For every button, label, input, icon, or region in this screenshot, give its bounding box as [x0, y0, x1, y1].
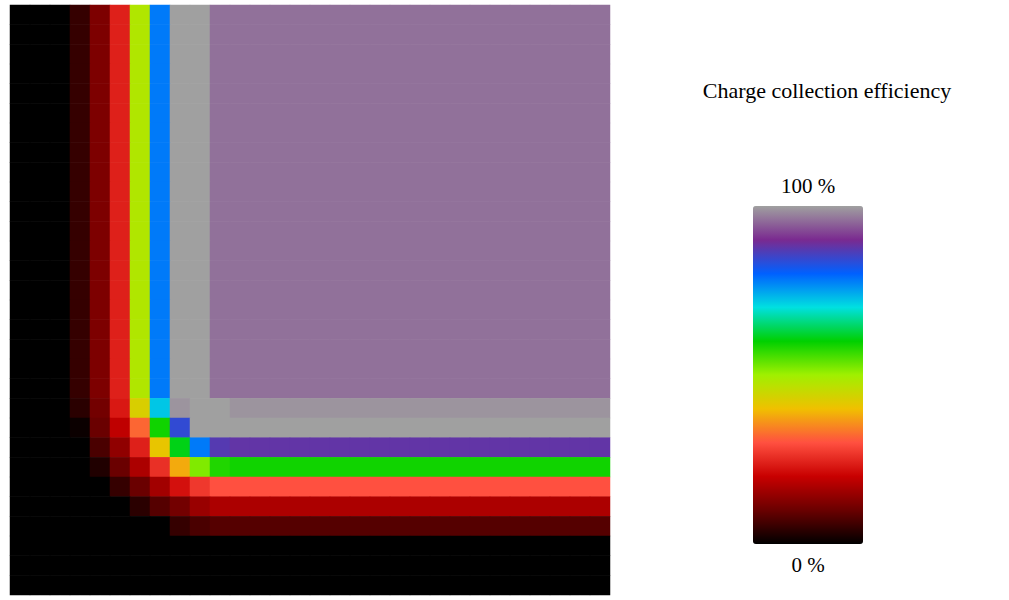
svg-text:0 %: 0 %	[791, 553, 824, 577]
svg-text:Charge collection efficiency: Charge collection efficiency	[703, 78, 951, 103]
svg-text:100 %: 100 %	[781, 174, 835, 198]
